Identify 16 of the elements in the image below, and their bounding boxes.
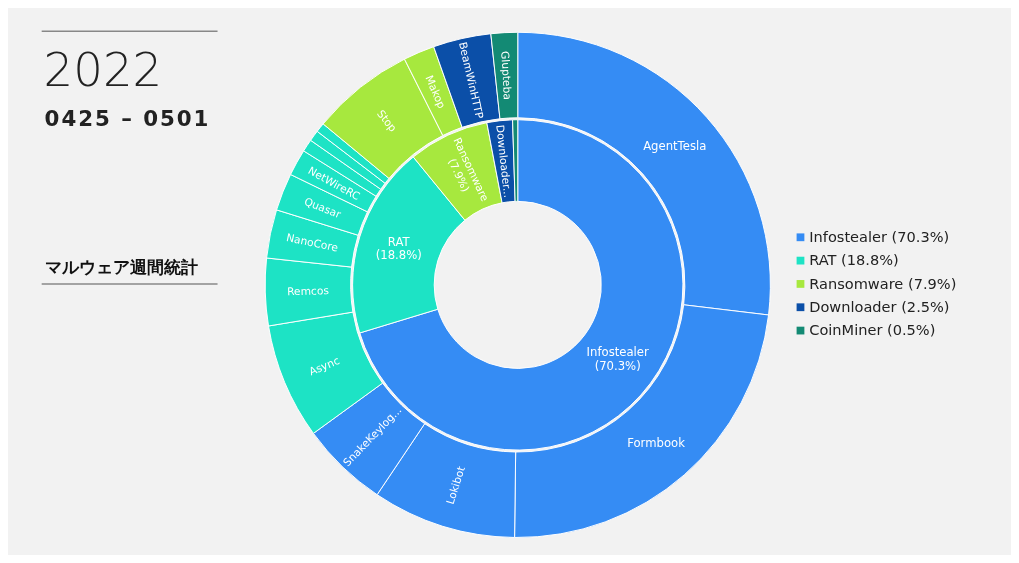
data-label: RAT (18.8%) [375,234,422,263]
slice-label: AgentTesla [643,138,707,153]
chart-title: 2022 [43,42,163,97]
text: マルウェア週間統計 [44,257,198,278]
legend-label: Ransomware (7.9%) [809,274,957,292]
data-label: Infostealer (70.3%) [586,345,649,373]
slice-label: Glupteba [498,50,514,101]
text: 0425 – 0501 [44,105,211,131]
legend-label: RAT (18.8%) [809,251,899,269]
legend-label: CoinMiner (0.5%) [809,321,936,339]
slice-label: Remcos [286,284,330,299]
slice-label: Async [307,354,342,379]
legend-label: Infostealer (70.3%) [809,228,950,246]
data-label: Downloader... [493,124,515,199]
legend-label: Downloader (2.5%) [809,298,950,316]
slice-label: Formbook [627,435,686,450]
